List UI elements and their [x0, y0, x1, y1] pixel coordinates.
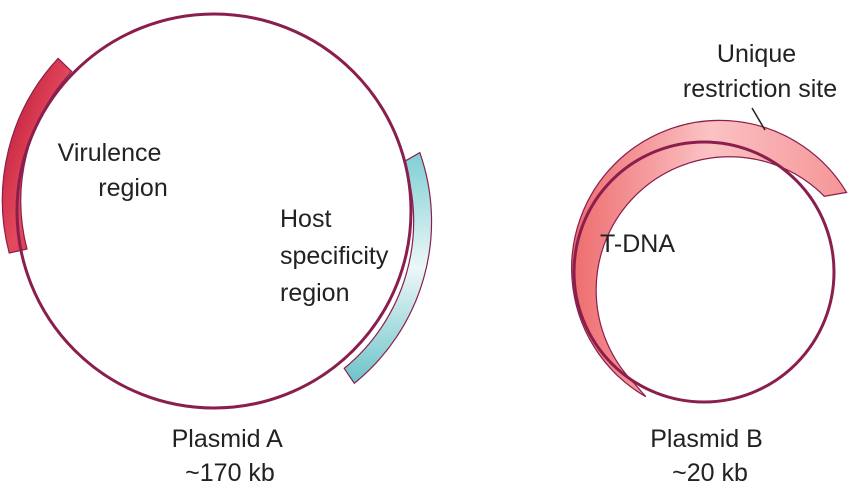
restriction-site-pointer	[751, 107, 766, 131]
plasmid-b: T-DNA Unique restriction site Plasmid B …	[571, 40, 848, 487]
plasmid-b-size: ~20 kb	[672, 459, 748, 487]
plasmid-a-name: Plasmid A	[172, 425, 283, 453]
plasmid-b-backbone	[572, 140, 836, 404]
plasmid-a-backbone	[15, 12, 413, 410]
host-specificity-label: Host specificity region	[280, 205, 395, 307]
virulence-region-label: Virulence region	[58, 139, 169, 202]
t-dna-label: T-DNA	[600, 230, 675, 258]
restriction-site-label: Unique restriction site	[683, 40, 837, 103]
t-dna-band	[571, 119, 848, 398]
plasmid-b-name: Plasmid B	[650, 425, 763, 453]
plasmid-a: Virulence region Host specificity region…	[1, 12, 433, 487]
host-specificity-region-band	[343, 151, 433, 385]
plasmid-b-caption: Plasmid B ~20 kb	[650, 425, 770, 487]
plasmid-a-caption: Plasmid A ~170 kb	[172, 425, 289, 487]
plasmid-a-size: ~170 kb	[185, 459, 275, 487]
